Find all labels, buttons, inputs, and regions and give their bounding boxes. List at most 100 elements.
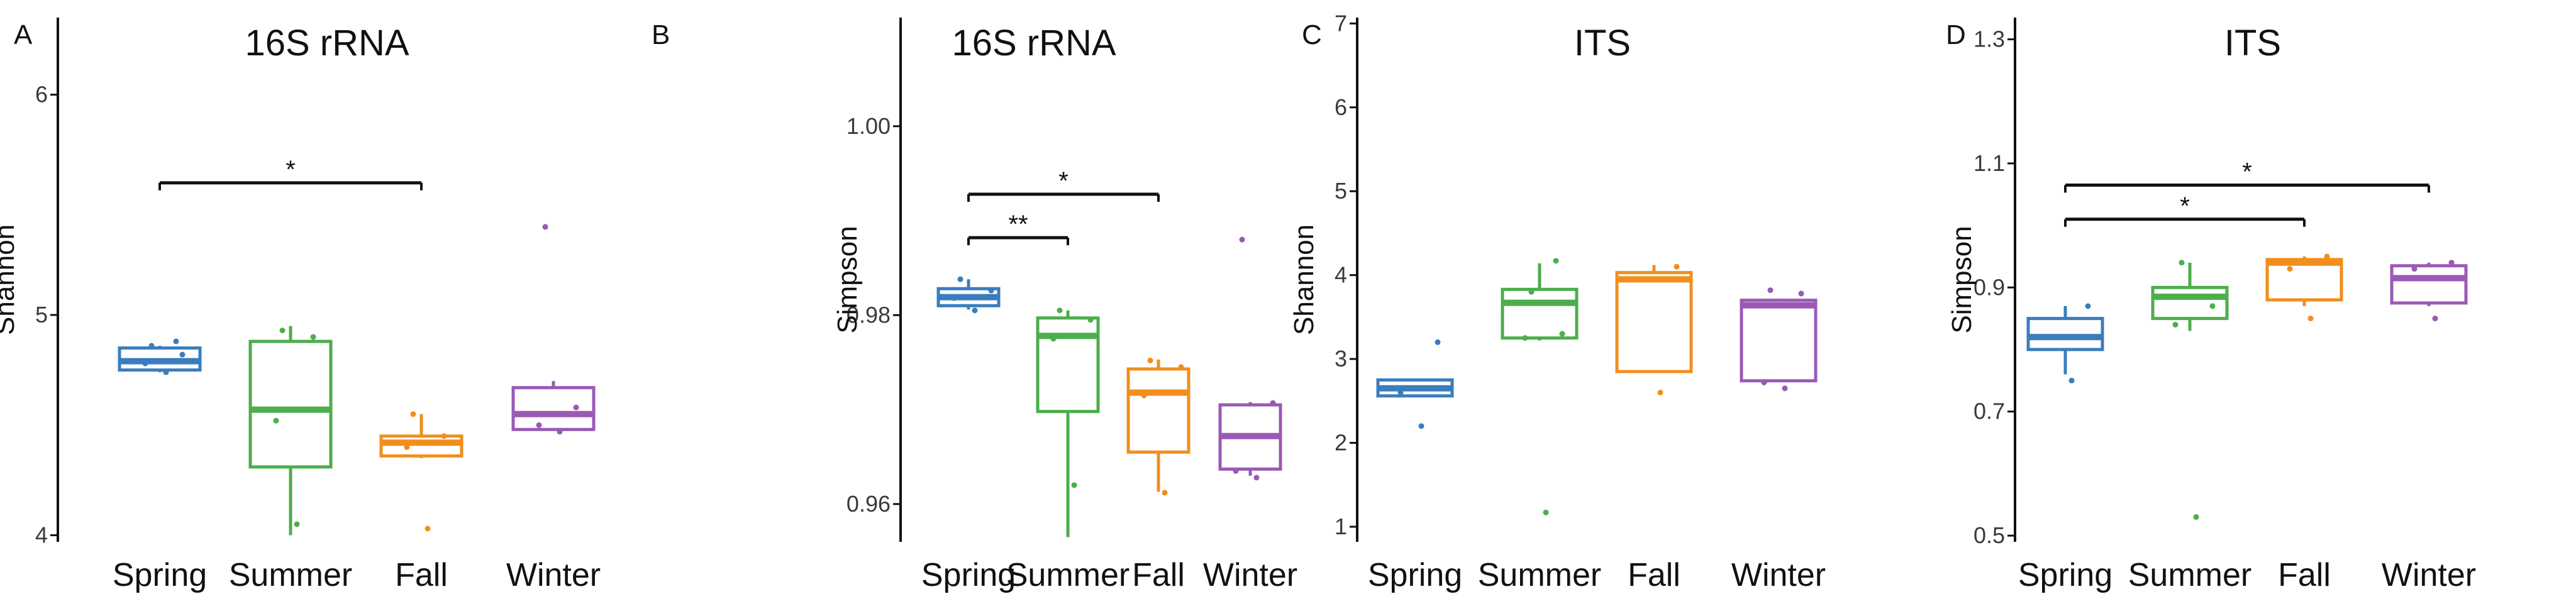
data-point xyxy=(1782,385,1788,392)
data-point xyxy=(972,307,978,314)
y-tick-label: 2 xyxy=(1335,430,1347,456)
iqr-box xyxy=(1740,299,1818,383)
box-winter xyxy=(2390,260,2468,322)
data-point xyxy=(573,404,579,410)
data-point xyxy=(2193,514,2199,520)
data-point xyxy=(1178,364,1184,370)
data-point xyxy=(2287,266,2293,272)
data-point xyxy=(294,521,300,527)
data-point xyxy=(2209,303,2216,309)
data-point xyxy=(2048,334,2054,340)
data-point xyxy=(2085,303,2091,309)
y-axis-title: Shannon xyxy=(1289,224,1319,335)
panel-letter: D xyxy=(1946,19,1966,50)
boxplot-svg-d: D ITS 0.5 0.7 0.9 1.1 1.3 Simpson Spring Summer Fa… xyxy=(1946,18,2476,593)
y-tick-label: 0.98 xyxy=(847,302,891,327)
data-point xyxy=(1162,490,1168,496)
data-point xyxy=(1253,475,1260,481)
data-point xyxy=(957,276,963,282)
data-point xyxy=(404,444,410,450)
x-category-label: Fall xyxy=(2278,557,2331,593)
box-spring xyxy=(2026,303,2104,383)
x-category-label: Spring xyxy=(1368,557,1462,593)
box-summer xyxy=(1501,258,1579,515)
data-point xyxy=(2068,377,2075,383)
data-point xyxy=(142,360,148,366)
x-category-label: Winter xyxy=(1203,557,1297,593)
boxplot-svg-c: C ITS 1 2 3 4 5 6 7 Shannon Spring Summer Fall Winter xyxy=(1289,10,1826,593)
data-point xyxy=(1270,400,1276,406)
data-point xyxy=(163,369,169,375)
y-tick-label: 0.5 xyxy=(1974,522,2005,548)
iqr-box xyxy=(1501,287,1579,340)
data-point xyxy=(1674,263,1680,270)
y-tick-label: 7 xyxy=(1335,10,1347,36)
x-category-label: Fall xyxy=(1132,557,1185,593)
data-point xyxy=(1435,339,1441,345)
box-summer xyxy=(248,326,333,536)
y-tick-label: 0.9 xyxy=(1974,274,2005,300)
x-category-label: Winter xyxy=(506,557,601,593)
data-point xyxy=(557,429,563,435)
x-category-label: Winter xyxy=(1731,557,1826,593)
data-point xyxy=(2179,260,2185,266)
data-point xyxy=(148,343,155,349)
y-tick-label: 4 xyxy=(35,522,48,547)
data-point xyxy=(1050,336,1057,342)
panel-letter: C xyxy=(1302,19,1322,50)
x-category-label: Spring xyxy=(2018,557,2112,593)
iqr-box xyxy=(2390,264,2468,305)
x-category-label: Summer xyxy=(1006,557,1130,593)
chart-title: 16S rRNA xyxy=(245,23,409,63)
iqr-box xyxy=(379,434,464,458)
x-category-label: Fall xyxy=(395,557,448,593)
data-point xyxy=(1071,482,1077,488)
box-winter xyxy=(1740,287,1818,392)
y-tick-label: 6 xyxy=(35,82,48,107)
data-point xyxy=(1522,335,1528,341)
data-point xyxy=(542,224,548,230)
chart-title: 16S rRNA xyxy=(952,23,1116,63)
box-fall xyxy=(1615,263,1693,395)
boxplot-svg-b: B 16S rRNA 0.96 0.98 1.00 Simpson SpringSummer… xyxy=(652,18,1297,593)
chart-panel-b: B 16S rRNA 0.96 0.98 1.00 Simpson Spring Summer… xyxy=(644,0,1297,594)
iqr-box xyxy=(1126,367,1191,454)
significance-label: * xyxy=(2242,158,2252,185)
boxplot-svg-a: A 16S rRNA 4 5 6 Shannon Spring Summer Fall Winte… xyxy=(0,18,601,593)
data-point xyxy=(173,338,179,344)
data-point xyxy=(310,334,316,340)
box-fall xyxy=(379,411,464,532)
y-tick-label: 3 xyxy=(1335,346,1347,371)
data-point xyxy=(1553,258,1559,264)
data-point xyxy=(410,411,416,417)
y-axis-title: Simpson xyxy=(832,226,863,333)
box-summer xyxy=(2151,260,2229,520)
data-point xyxy=(536,422,542,428)
x-category-label: Summer xyxy=(1478,557,1601,593)
data-point xyxy=(1636,276,1643,282)
y-axis-title: Simpson xyxy=(1946,226,1977,333)
data-point xyxy=(273,417,279,424)
iqr-box xyxy=(248,339,333,469)
data-point xyxy=(1147,357,1153,363)
box-fall xyxy=(1126,357,1191,496)
y-tick-label: 4 xyxy=(1335,262,1347,288)
y-tick-label: 1.3 xyxy=(1974,26,2005,52)
chart-title: ITS xyxy=(2224,23,2281,63)
box-summer xyxy=(1036,307,1100,537)
data-point xyxy=(425,525,431,532)
y-tick-label: 1.1 xyxy=(1974,150,2005,176)
data-point xyxy=(2172,322,2179,328)
significance-label: * xyxy=(2180,192,2190,220)
x-category-label: Spring xyxy=(921,557,1016,593)
y-tick-label: 1.00 xyxy=(847,113,891,139)
data-point xyxy=(1559,331,1565,337)
panel-letter: B xyxy=(652,19,670,50)
data-point xyxy=(951,295,957,301)
box-winter xyxy=(511,224,596,435)
y-tick-label: 5 xyxy=(1335,178,1347,204)
data-point xyxy=(1528,289,1535,295)
data-point xyxy=(2307,316,2314,322)
box-winter xyxy=(1218,236,1282,481)
data-point xyxy=(1239,236,1245,243)
